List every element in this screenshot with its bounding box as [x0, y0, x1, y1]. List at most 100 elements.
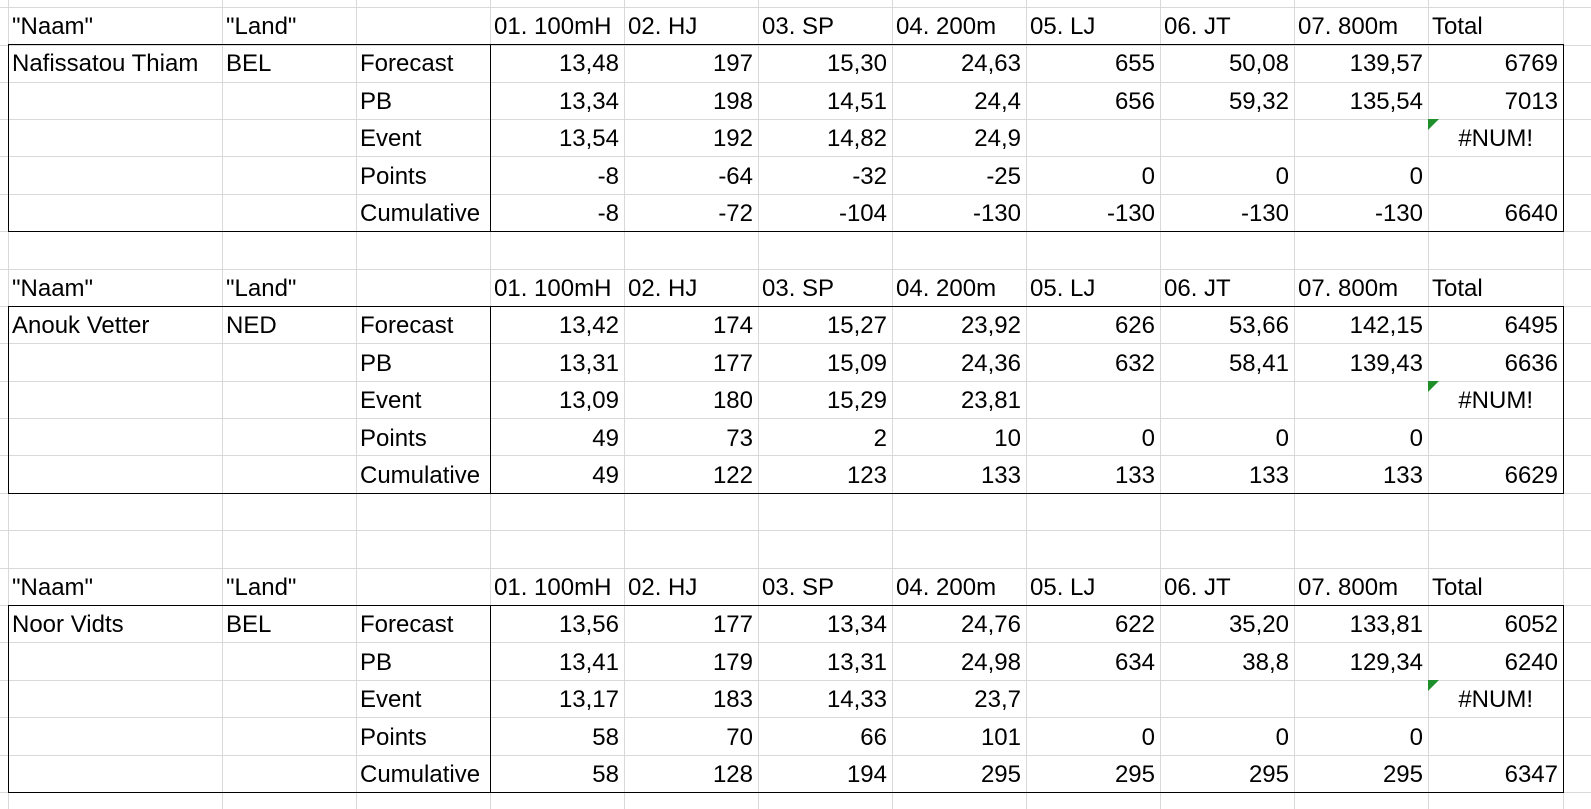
- value-cell[interactable]: 0: [1141, 162, 1155, 190]
- header-event-cell[interactable]: 01. 100mH: [494, 574, 612, 601]
- value-cell[interactable]: 194: [846, 761, 887, 788]
- header-naam-cell[interactable]: "Naam": [12, 13, 94, 40]
- value-cell[interactable]: 622: [1114, 611, 1155, 639]
- header-event-cell[interactable]: 02. HJ: [628, 275, 698, 302]
- value-cell[interactable]: 13,17: [558, 686, 619, 714]
- header-event-cell[interactable]: 03. SP: [762, 13, 835, 40]
- value-cell[interactable]: 15,27: [826, 312, 887, 340]
- value-cell[interactable]: 23,92: [960, 312, 1021, 340]
- value-cell[interactable]: -8: [597, 200, 619, 227]
- total-cell[interactable]: [1428, 718, 1563, 755]
- value-cell[interactable]: 13,54: [558, 125, 619, 153]
- value-cell[interactable]: 13,41: [558, 648, 619, 676]
- value-cell[interactable]: 66: [860, 723, 887, 751]
- value-cell[interactable]: -130: [1240, 200, 1289, 227]
- header-land-cell[interactable]: "Land": [226, 13, 297, 40]
- header-event-cell[interactable]: 07. 800m: [1298, 275, 1399, 302]
- header-total-cell[interactable]: Total: [1432, 275, 1483, 302]
- value-cell[interactable]: [1294, 119, 1428, 156]
- total-cell[interactable]: #NUM!: [1458, 387, 1533, 415]
- value-cell[interactable]: -8: [597, 162, 619, 190]
- value-cell[interactable]: 135,54: [1349, 87, 1423, 115]
- header-land-cell[interactable]: "Land": [226, 275, 297, 302]
- value-cell[interactable]: [1160, 680, 1294, 717]
- value-cell[interactable]: 13,31: [826, 648, 887, 676]
- header-event-cell[interactable]: 04. 200m: [896, 574, 997, 601]
- value-cell[interactable]: -130: [1374, 200, 1423, 227]
- value-cell[interactable]: 58: [592, 723, 619, 751]
- value-cell[interactable]: 295: [1114, 761, 1155, 788]
- value-cell[interactable]: 0: [1409, 162, 1423, 190]
- value-cell[interactable]: -104: [838, 200, 887, 227]
- row-label-cell[interactable]: PB: [360, 349, 393, 377]
- row-label-cell[interactable]: Points: [360, 723, 427, 751]
- row-label-cell[interactable]: Points: [360, 162, 427, 190]
- row-label-cell[interactable]: Forecast: [360, 611, 454, 639]
- value-cell[interactable]: 632: [1114, 349, 1155, 377]
- value-cell[interactable]: 13,31: [558, 349, 619, 377]
- value-cell[interactable]: 15,09: [826, 349, 887, 377]
- value-cell[interactable]: 0: [1275, 424, 1289, 452]
- value-cell[interactable]: 128: [712, 761, 753, 788]
- value-cell[interactable]: -32: [852, 162, 887, 190]
- value-cell[interactable]: 14,33: [826, 686, 887, 714]
- value-cell[interactable]: 49: [592, 424, 619, 452]
- value-cell[interactable]: 133: [1114, 462, 1155, 489]
- athlete-name-cell[interactable]: Nafissatou Thiam: [12, 50, 199, 78]
- value-cell[interactable]: 0: [1409, 723, 1423, 751]
- value-cell[interactable]: 634: [1114, 648, 1155, 676]
- value-cell[interactable]: 24,76: [960, 611, 1021, 639]
- country-cell[interactable]: BEL: [226, 611, 272, 639]
- value-cell[interactable]: [1160, 381, 1294, 418]
- value-cell[interactable]: 15,30: [826, 50, 887, 78]
- value-cell[interactable]: -72: [718, 200, 753, 227]
- value-cell[interactable]: 70: [726, 723, 753, 751]
- value-cell[interactable]: 122: [712, 462, 753, 489]
- value-cell[interactable]: 177: [712, 611, 753, 639]
- value-cell[interactable]: 13,34: [826, 611, 887, 639]
- total-cell[interactable]: 6495: [1504, 312, 1558, 340]
- value-cell[interactable]: 24,63: [960, 50, 1021, 78]
- value-cell[interactable]: -130: [1106, 200, 1155, 227]
- header-total-cell[interactable]: Total: [1432, 574, 1483, 601]
- value-cell[interactable]: 139,57: [1349, 50, 1423, 78]
- total-cell[interactable]: [1428, 157, 1563, 194]
- total-cell[interactable]: #NUM!: [1458, 125, 1533, 153]
- total-cell[interactable]: 6769: [1504, 50, 1558, 78]
- value-cell[interactable]: 133,81: [1349, 611, 1423, 639]
- header-event-cell[interactable]: 04. 200m: [896, 275, 997, 302]
- total-cell[interactable]: 6629: [1504, 462, 1558, 489]
- value-cell[interactable]: [1160, 119, 1294, 156]
- header-total-cell[interactable]: Total: [1432, 13, 1483, 40]
- header-event-cell[interactable]: 01. 100mH: [494, 275, 612, 302]
- value-cell[interactable]: 49: [592, 462, 619, 489]
- value-cell[interactable]: 2: [873, 424, 887, 452]
- value-cell[interactable]: 123: [846, 462, 887, 489]
- value-cell[interactable]: 295: [1248, 761, 1289, 788]
- header-event-cell[interactable]: 06. JT: [1164, 574, 1231, 601]
- value-cell[interactable]: 35,20: [1228, 611, 1289, 639]
- value-cell[interactable]: 142,15: [1349, 312, 1423, 340]
- value-cell[interactable]: 197: [712, 50, 753, 78]
- value-cell[interactable]: 58,41: [1228, 349, 1289, 377]
- value-cell[interactable]: 13,42: [558, 312, 619, 340]
- value-cell[interactable]: 58: [592, 761, 619, 788]
- value-cell[interactable]: [1294, 381, 1428, 418]
- total-cell[interactable]: 6640: [1504, 200, 1558, 227]
- value-cell[interactable]: 13,48: [558, 50, 619, 78]
- header-naam-cell[interactable]: "Naam": [12, 275, 94, 302]
- value-cell[interactable]: 129,34: [1349, 648, 1423, 676]
- value-cell[interactable]: 24,4: [974, 87, 1021, 115]
- value-cell[interactable]: 192: [712, 125, 753, 153]
- country-cell[interactable]: NED: [226, 312, 277, 340]
- row-label-cell[interactable]: Cumulative: [360, 462, 481, 489]
- value-cell[interactable]: [1294, 680, 1428, 717]
- header-event-cell[interactable]: 07. 800m: [1298, 574, 1399, 601]
- value-cell[interactable]: 655: [1114, 50, 1155, 78]
- value-cell[interactable]: 14,82: [826, 125, 887, 153]
- value-cell[interactable]: 101: [980, 723, 1021, 751]
- value-cell[interactable]: [1026, 680, 1160, 717]
- value-cell[interactable]: 14,51: [826, 87, 887, 115]
- athlete-name-cell[interactable]: Noor Vidts: [12, 611, 124, 639]
